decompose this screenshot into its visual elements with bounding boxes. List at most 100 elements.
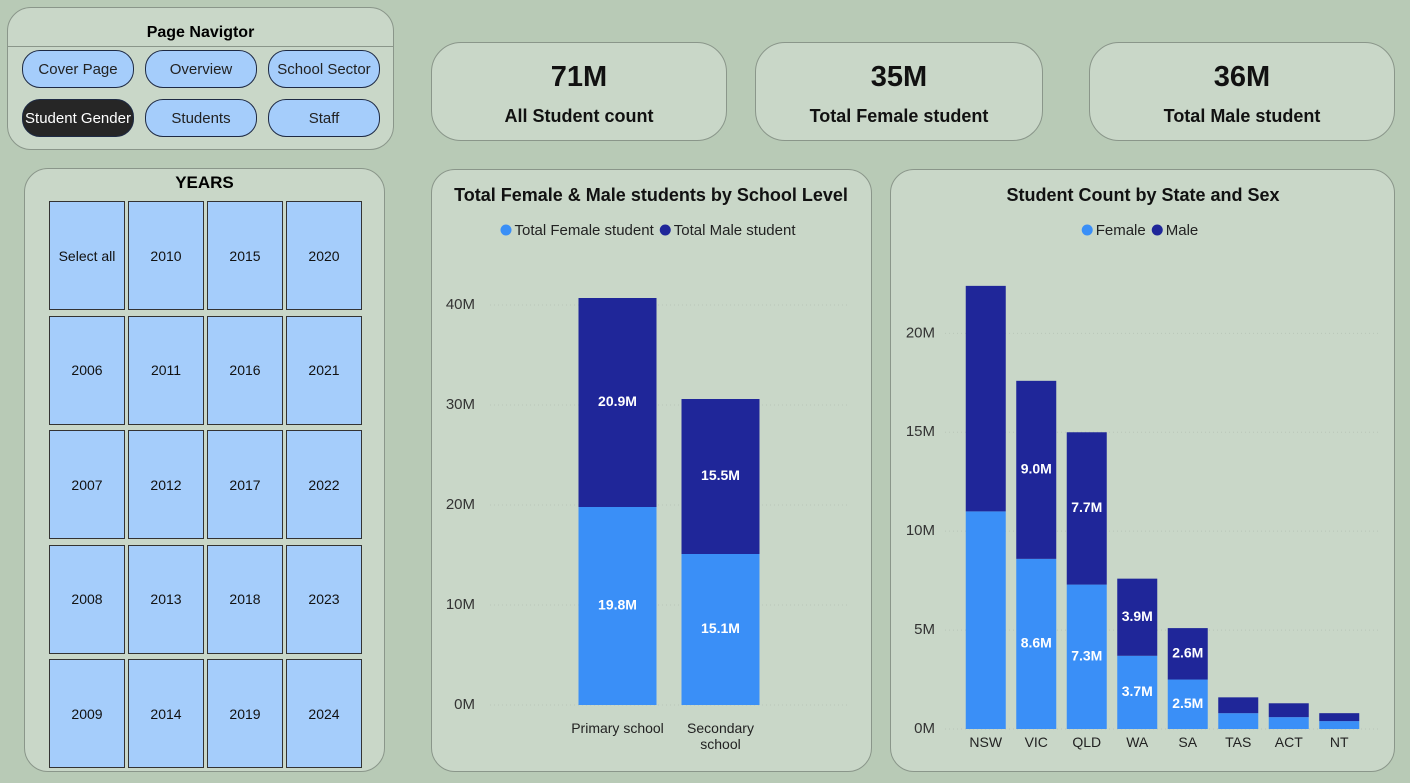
data-label: 20.9M <box>598 393 637 409</box>
bar-segment <box>1066 432 1107 585</box>
nav-button[interactable]: School Sector <box>268 50 380 88</box>
x-tick-label: VIC <box>1024 734 1048 750</box>
data-label: 8.6M <box>1021 635 1052 651</box>
kpi-card: 36M Total Male student <box>1089 42 1395 141</box>
navigator-title: Page Navigtor <box>146 24 255 41</box>
x-tick-label: Primary school <box>571 720 664 736</box>
bar-segment <box>965 511 1006 729</box>
kpi-label: All Student count <box>504 106 654 126</box>
year-tile[interactable]: 2013 <box>128 544 204 654</box>
y-tick-label: 10M <box>446 596 475 613</box>
bar-segment <box>1016 380 1057 559</box>
legend-marker <box>500 224 512 236</box>
kpi-card: 35M Total Female student <box>755 42 1043 141</box>
year-tile[interactable]: 2008 <box>49 544 125 654</box>
x-tick-label: WA <box>1126 734 1149 750</box>
y-tick-label: 0M <box>454 696 475 713</box>
year-tile[interactable]: 2021 <box>286 315 362 425</box>
bar-segment <box>1268 717 1309 729</box>
year-tile[interactable]: 2016 <box>207 315 283 425</box>
year-tile[interactable]: 2010 <box>128 201 204 310</box>
y-tick-label: 40M <box>446 296 475 313</box>
nav-button[interactable]: Cover Page <box>22 50 134 88</box>
kpi-value: 71M <box>550 61 608 93</box>
nav-button[interactable]: Overview <box>145 50 257 88</box>
x-tick-label: SA <box>1178 734 1198 750</box>
bar-segment <box>965 285 1006 512</box>
years-title: YEARS <box>175 173 234 192</box>
y-tick-label: 15M <box>906 423 935 440</box>
nav-button[interactable]: Student Gender <box>22 99 134 137</box>
data-label: 15.1M <box>701 620 740 636</box>
bar-segment <box>1319 721 1360 729</box>
bar-segment <box>1117 655 1158 729</box>
chart-title: Total Female & Male students by School L… <box>454 185 848 205</box>
data-label: 9.0M <box>1021 461 1052 477</box>
kpi-value: 35M <box>870 61 928 93</box>
legend-marker <box>1081 224 1093 236</box>
x-tick-label: QLD <box>1072 734 1102 750</box>
x-tick-label: Secondary school <box>687 720 754 752</box>
data-label: 7.7M <box>1071 499 1102 515</box>
kpi-value: 36M <box>1213 61 1271 93</box>
data-label: 2.5M <box>1172 695 1203 711</box>
data-label: 19.8M <box>598 597 637 613</box>
bar-segment <box>578 298 657 507</box>
y-tick-label: 10M <box>906 522 935 539</box>
year-tile[interactable]: 2012 <box>128 430 204 539</box>
divider <box>8 46 393 47</box>
year-tile[interactable]: 2019 <box>207 659 283 768</box>
kpi-label: Total Male student <box>1163 106 1321 126</box>
bar-segment <box>1319 713 1360 722</box>
y-tick-label: 20M <box>446 496 475 513</box>
year-tile[interactable]: 2011 <box>128 315 204 425</box>
year-tile[interactable]: 2014 <box>128 659 204 768</box>
year-tile[interactable]: 2024 <box>286 659 362 768</box>
year-tile[interactable]: 2017 <box>207 430 283 539</box>
x-tick-label: NSW <box>969 734 1003 750</box>
year-tile[interactable]: 2009 <box>49 659 125 768</box>
legend-label: Total Female student <box>515 222 655 239</box>
data-label: 2.6M <box>1172 645 1203 661</box>
year-tile[interactable]: Select all <box>49 201 125 310</box>
bar-segment <box>1268 703 1309 718</box>
year-tile[interactable]: 2006 <box>49 315 125 425</box>
bar-segment <box>1016 558 1057 729</box>
kpi-label: Total Female student <box>809 106 989 126</box>
year-tile[interactable]: 2007 <box>49 430 125 539</box>
year-tile[interactable]: 2018 <box>207 544 283 654</box>
data-label: 3.7M <box>1122 683 1153 699</box>
legend-label: Male <box>1166 222 1199 239</box>
chart-title: Student Count by State and Sex <box>1006 185 1279 205</box>
y-tick-label: 30M <box>446 396 475 413</box>
nav-button[interactable]: Staff <box>268 99 380 137</box>
data-label: 7.3M <box>1071 647 1102 663</box>
x-tick-label: TAS <box>1225 734 1252 750</box>
x-tick-label: ACT <box>1274 734 1303 750</box>
y-tick-label: 0M <box>914 720 935 737</box>
legend-marker <box>659 224 671 236</box>
year-tile[interactable]: 2015 <box>207 201 283 310</box>
legend-label: Female <box>1096 222 1146 239</box>
y-tick-label: 5M <box>914 621 935 638</box>
bar-segment <box>578 507 657 705</box>
bar-segment <box>1167 679 1208 729</box>
kpi-card: 71M All Student count <box>431 42 727 141</box>
bar-segment <box>681 554 760 705</box>
bar-segment <box>1066 584 1107 729</box>
legend-label: Total Male student <box>674 222 797 239</box>
bar-segment <box>681 399 760 554</box>
nav-button[interactable]: Students <box>145 99 257 137</box>
year-tile[interactable]: 2022 <box>286 430 362 539</box>
bar-segment <box>1117 578 1158 656</box>
bar-segment <box>1218 697 1259 714</box>
y-tick-label: 20M <box>906 324 935 341</box>
year-tile[interactable]: 2023 <box>286 544 362 654</box>
year-tile[interactable]: 2020 <box>286 201 362 310</box>
x-tick-label: NT <box>1329 734 1349 750</box>
legend-marker <box>1151 224 1163 236</box>
data-label: 15.5M <box>701 467 740 483</box>
bar-segment <box>1167 628 1208 680</box>
